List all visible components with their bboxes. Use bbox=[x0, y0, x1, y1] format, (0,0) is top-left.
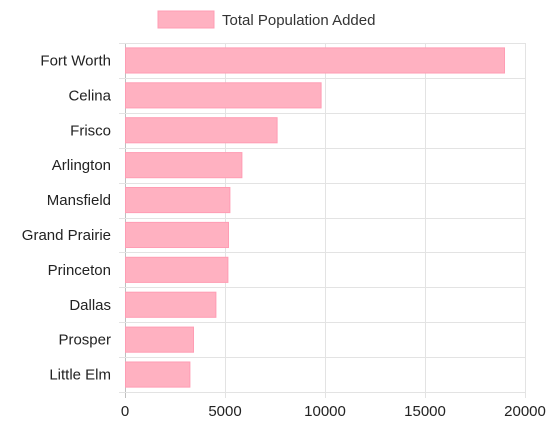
bar bbox=[125, 361, 191, 388]
grid bbox=[119, 43, 526, 398]
legend-label: Total Population Added bbox=[222, 12, 375, 29]
x-tick-label: 10000 bbox=[304, 403, 346, 420]
category-label: Fort Worth bbox=[40, 52, 111, 69]
legend: Total Population Added bbox=[157, 10, 375, 29]
bar bbox=[125, 117, 278, 144]
category-label: Mansfield bbox=[47, 192, 111, 209]
bars bbox=[125, 47, 505, 388]
category-label: Arlington bbox=[52, 157, 111, 174]
category-label: Grand Prairie bbox=[22, 227, 111, 244]
category-label: Celina bbox=[68, 87, 111, 104]
bar bbox=[125, 152, 243, 179]
x-tick-label: 5000 bbox=[208, 403, 241, 420]
bar bbox=[125, 221, 229, 249]
category-label: Frisco bbox=[70, 122, 111, 139]
legend-swatch bbox=[157, 10, 215, 29]
category-labels: Fort Worth Celina Frisco Arlington Mansfield… bbox=[22, 52, 112, 383]
category-label: Prosper bbox=[58, 332, 111, 349]
bar bbox=[125, 326, 194, 353]
x-tick-label: 20000 bbox=[504, 403, 546, 420]
x-tick-labels: 0 5000 10000 15000 20000 bbox=[121, 403, 546, 420]
category-label: Princeton bbox=[48, 262, 111, 279]
category-label: Little Elm bbox=[49, 367, 111, 384]
bar bbox=[125, 186, 231, 214]
bar bbox=[125, 82, 322, 109]
bar bbox=[125, 291, 217, 318]
x-tick-label: 15000 bbox=[404, 403, 446, 420]
x-tick-label: 0 bbox=[121, 403, 129, 420]
category-label: Dallas bbox=[69, 297, 111, 314]
bar bbox=[125, 256, 229, 283]
bar bbox=[125, 47, 505, 74]
